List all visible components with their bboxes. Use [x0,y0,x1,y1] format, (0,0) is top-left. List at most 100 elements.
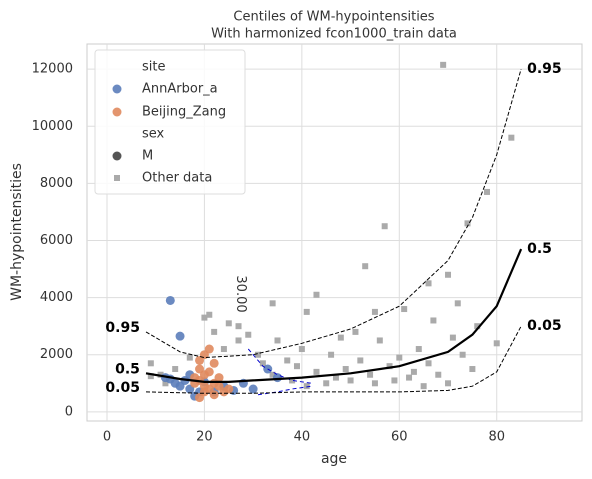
legend-label: Other data [142,171,212,186]
point [269,371,276,378]
point [220,346,227,353]
point [289,377,296,384]
point [352,328,359,335]
point [209,358,219,368]
point [332,374,339,381]
point [430,317,437,324]
point [445,271,452,278]
point [440,61,447,68]
point [269,300,276,307]
point [147,373,154,380]
x-tick-label: 40 [294,430,311,445]
legend-marker [112,84,122,94]
centile-line [145,248,523,383]
point [435,371,442,378]
point [493,340,500,347]
point [425,360,432,367]
point [337,334,344,341]
point [147,360,154,367]
point [272,373,282,383]
centile-label: 0.95 [527,61,562,77]
y-tick-label: 10000 [32,119,73,134]
point [204,384,214,394]
point [391,377,398,384]
point [342,366,349,373]
centile-label: 0.05 [527,318,562,334]
y-tick-label: 6000 [40,233,73,248]
chart-title: Centiles of WM-hypointensities [233,10,434,25]
point [284,357,291,364]
point [206,311,213,318]
point [303,308,310,315]
point [367,371,374,378]
point [204,344,214,354]
point [293,363,300,370]
legend-label: Beijing_Zang [142,105,226,120]
point [259,360,266,367]
point [172,366,179,373]
centile-line [145,68,522,359]
point [508,134,515,141]
point [371,308,378,315]
legend-title: sex [142,127,165,142]
point [313,291,320,298]
point [347,377,354,384]
point [323,380,330,387]
point [401,306,408,313]
point [474,323,481,330]
point [410,368,417,375]
x-tick-label: 80 [488,430,505,445]
point [371,380,378,387]
point [313,368,320,375]
grid: 0 20 40 60 80 0 2000 4000 6000 8000 10000 12000 [32,44,582,445]
point [459,351,466,358]
point [449,334,456,341]
point [362,263,369,270]
y-tick-label: 12000 [32,62,73,77]
centile-label: 0.5 [115,361,140,377]
point [381,223,388,230]
x-tick-label: 60 [391,430,408,445]
legend-marker [114,175,120,181]
y-axis-label: WM-hypointensities [9,163,25,301]
contour-label: 30.00 [233,275,248,312]
legend-box [94,49,246,195]
point [483,188,490,195]
point [274,337,281,344]
centile-label: 0.05 [105,380,140,396]
centile-label: 0.95 [105,320,140,336]
point [225,320,232,327]
point [165,295,175,305]
legend-label: AnnArbor_a [142,82,218,97]
chart-subtitle: With harmonized fcon1000_train data [211,27,457,42]
point [201,314,208,321]
y-tick-label: 8000 [40,176,73,191]
point [357,357,364,364]
point [245,331,252,338]
contour-line [247,348,312,384]
point [464,220,471,227]
point [235,337,242,344]
point [214,381,224,391]
point [376,337,383,344]
point [445,380,452,387]
point [255,351,262,358]
point [186,354,193,361]
point [328,351,335,358]
x-tick-label: 0 [103,430,111,445]
x-axis-label: age [321,451,347,467]
point [454,300,461,307]
legend-marker [112,107,122,117]
point [420,383,427,390]
point [235,323,242,330]
legend-title: site [142,60,165,75]
point [224,384,234,394]
point [406,374,413,381]
marks: 30.00 0.95 0.95 0.5 0.5 0.05 0.05 [105,61,562,403]
point [396,354,403,361]
point [425,280,432,287]
point [211,328,218,335]
legend-marker [112,151,122,161]
